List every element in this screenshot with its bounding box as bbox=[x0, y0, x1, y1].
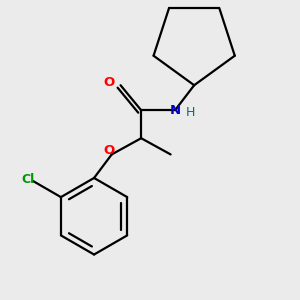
Text: O: O bbox=[103, 144, 114, 158]
Text: N: N bbox=[169, 104, 181, 117]
Text: H: H bbox=[186, 106, 195, 119]
Text: Cl: Cl bbox=[22, 173, 35, 186]
Text: O: O bbox=[104, 76, 115, 89]
